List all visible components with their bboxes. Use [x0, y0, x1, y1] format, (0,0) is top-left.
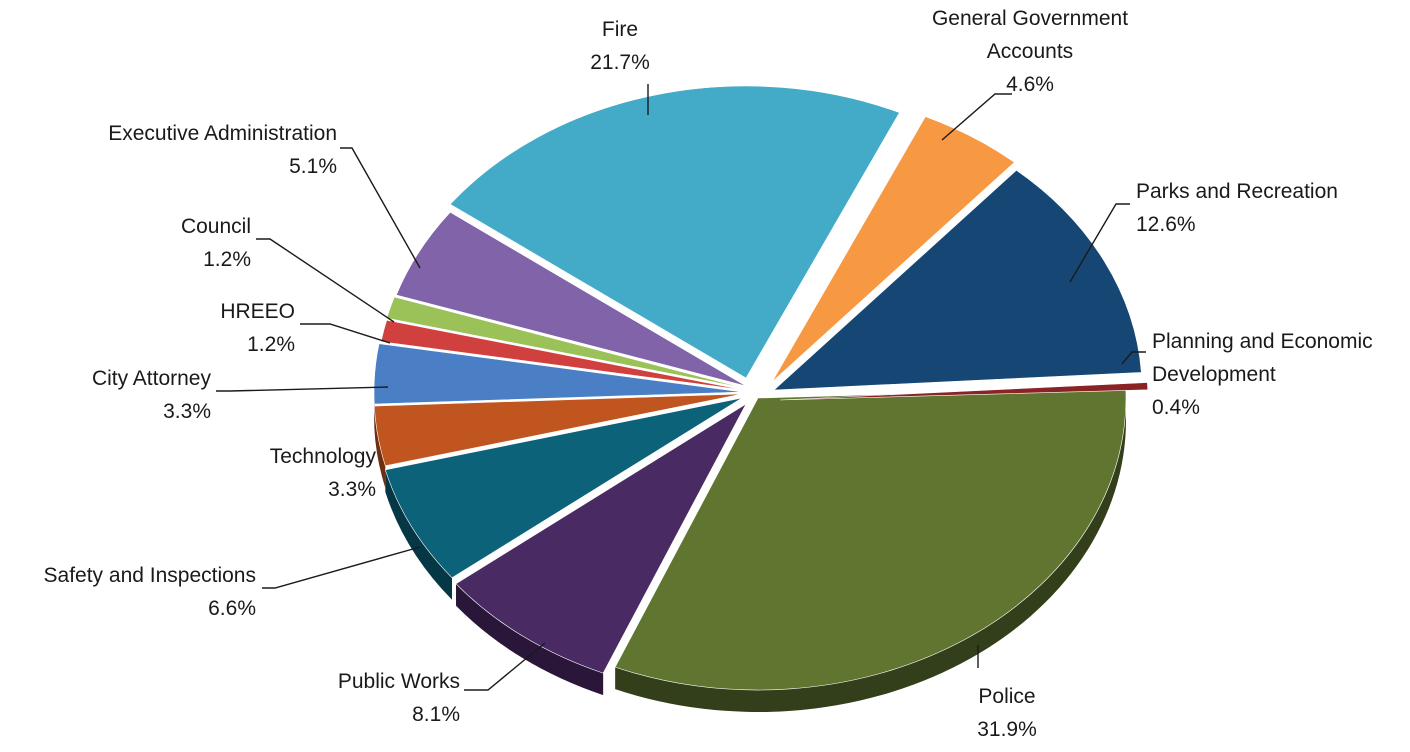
slice-fire: [449, 85, 900, 379]
slice-city-attorney: [373, 343, 743, 405]
leader-line-parks-and-recreation: [1069, 203, 1130, 283]
slice-label-planning-and-economic-development: Planning and Economic: [1152, 330, 1373, 353]
slice-label-public-works: Public Works: [338, 670, 460, 693]
slice-labels: Police 31.9% Public Works 8.1% Safety and In…: [44, 7, 1373, 741]
slice-side-safety-and-inspections: [385, 469, 453, 600]
slice-value-general-government-accounts: 4.6%: [1006, 73, 1054, 96]
leader-line-safety-and-inspections: [262, 546, 421, 589]
slice-police: [614, 387, 1127, 691]
slice-side-police: [615, 398, 1126, 712]
slice-value-planning-and-economic-development: 0.4%: [1152, 396, 1200, 419]
slice-label-police: Police: [978, 685, 1035, 708]
leader-line-council: [256, 238, 395, 323]
slice-value-city-attorney: 3.3%: [163, 400, 211, 423]
leader-line-hreeo: [300, 323, 391, 344]
slice-technology: [373, 393, 743, 467]
slice-label-fire: Fire: [602, 18, 638, 41]
slice-value-fire: 21.7%: [590, 51, 650, 74]
slice-value-parks-and-recreation: 12.6%: [1136, 213, 1196, 236]
slice-council: [386, 296, 745, 389]
leader-line-executive-administration: [340, 147, 421, 269]
leader-line-public-works: [464, 642, 546, 691]
slice-value-hreeo: 1.2%: [247, 333, 295, 356]
leader-line-general-government-accounts: [941, 93, 1012, 141]
slice-value-technology: 3.3%: [328, 478, 376, 501]
slice-value-public-works: 8.1%: [412, 703, 460, 726]
slice-label-city-attorney: City Attorney: [92, 367, 212, 390]
slice-label-general-government-accounts: General Government: [932, 7, 1128, 30]
slice-safety-and-inspections: [384, 397, 743, 579]
slice-label-safety-and-inspections: Safety and Inspections: [44, 564, 256, 587]
leader-lines: [216, 84, 1146, 691]
slice-general-government-accounts: [771, 116, 1015, 383]
slice-label-executive-administration: Executive Administration: [108, 122, 337, 145]
leader-line-planning-and-economic-development: [1121, 351, 1146, 365]
slice-label-planning-and-economic-development: Development: [1152, 363, 1276, 386]
slice-label-parks-and-recreation: Parks and Recreation: [1136, 180, 1338, 203]
slice-value-council: 1.2%: [203, 248, 251, 271]
slice-label-hreeo: HREEO: [220, 300, 295, 323]
slice-label-general-government-accounts: Accounts: [987, 40, 1073, 63]
slice-parks-and-recreation: [773, 169, 1142, 391]
slice-value-safety-and-inspections: 6.6%: [208, 597, 256, 620]
slice-planning-and-economic-development: [779, 382, 1149, 401]
slice-value-executive-administration: 5.1%: [289, 155, 337, 178]
leader-line-city-attorney: [216, 386, 389, 392]
slice-hreeo: [380, 319, 745, 391]
slice-side-public-works: [456, 583, 604, 696]
slice-label-technology: Technology: [270, 445, 377, 468]
slice-label-council: Council: [181, 215, 251, 238]
slice-executive-administration: [395, 211, 747, 387]
slice-value-police: 31.9%: [977, 718, 1037, 741]
slice-tops: [373, 85, 1149, 691]
slice-public-works: [455, 403, 747, 674]
